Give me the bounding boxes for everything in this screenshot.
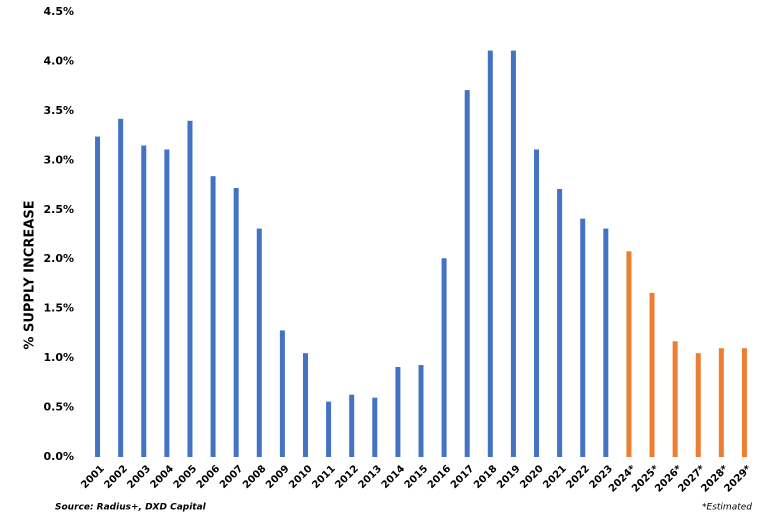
x-tick-label: 2029* (723, 463, 755, 495)
bar (187, 120, 193, 458)
bar (464, 90, 470, 457)
y-tick-label: 4.5% (43, 5, 74, 18)
bar (256, 228, 262, 457)
y-tick-label: 1.5% (43, 302, 74, 315)
x-tick-label: 2007 (218, 463, 245, 490)
bar (372, 397, 378, 457)
bar (441, 258, 447, 457)
bar (349, 394, 355, 457)
x-tick-label: 2020 (518, 463, 545, 490)
y-tick-label: 0.5% (43, 401, 74, 414)
bar (302, 353, 308, 457)
x-tick-label: 2015 (403, 463, 430, 490)
bar (418, 365, 424, 457)
x-tick-label: 2002 (102, 463, 129, 490)
y-tick-label: 3.0% (43, 153, 74, 166)
bar (557, 189, 563, 457)
x-tick-label: 2010 (287, 463, 314, 490)
x-tick-label: 2012 (333, 463, 360, 490)
y-tick-label: 2.0% (43, 252, 74, 265)
x-tick-label: 2022 (565, 463, 592, 490)
x-tick-label: 2011 (310, 463, 337, 490)
x-tick-label: 2018 (472, 463, 499, 490)
bar (164, 149, 170, 457)
x-tick-label: 2001 (79, 463, 106, 490)
bar (326, 401, 332, 457)
x-tick-label: 2016 (426, 463, 453, 490)
y-tick-label: 3.5% (43, 104, 74, 117)
x-tick-label: 2017 (449, 463, 476, 490)
y-tick-label: 4.0% (43, 54, 74, 67)
x-tick-label: 2005 (172, 463, 199, 490)
bar (95, 136, 101, 457)
x-tick-label: 2013 (357, 463, 384, 490)
bar (141, 145, 147, 457)
bar (580, 218, 586, 457)
bar (603, 228, 609, 457)
x-tick-label: 2004 (149, 463, 176, 490)
bar (279, 330, 285, 457)
x-tick-label: 2021 (541, 463, 568, 490)
y-axis-title: % SUPPLY INCREASE (23, 200, 38, 349)
bar (487, 50, 493, 458)
bar (718, 348, 724, 457)
x-tick-label: 2019 (495, 463, 522, 490)
bar (118, 118, 124, 458)
bar (233, 188, 239, 457)
y-tick-label: 2.5% (43, 203, 74, 216)
y-tick-label: 1.0% (43, 351, 74, 364)
bar (510, 50, 516, 458)
footnote: *Estimated (702, 503, 752, 513)
x-tick-label: 2006 (195, 463, 222, 490)
bar (210, 176, 216, 457)
x-tick-label: 2008 (241, 463, 268, 490)
bar (534, 149, 540, 457)
bar (649, 292, 655, 457)
bar (741, 348, 747, 457)
x-tick-label: 2009 (264, 463, 291, 490)
bar (626, 251, 632, 457)
bar (695, 353, 701, 457)
source-note: Source: Radius+, DXD Capital (55, 503, 207, 513)
bar (672, 341, 678, 457)
y-tick-label: 0.0% (43, 450, 74, 463)
bar (395, 367, 401, 457)
x-tick-label: 2003 (126, 463, 153, 490)
x-tick-label: 2014 (380, 463, 407, 490)
